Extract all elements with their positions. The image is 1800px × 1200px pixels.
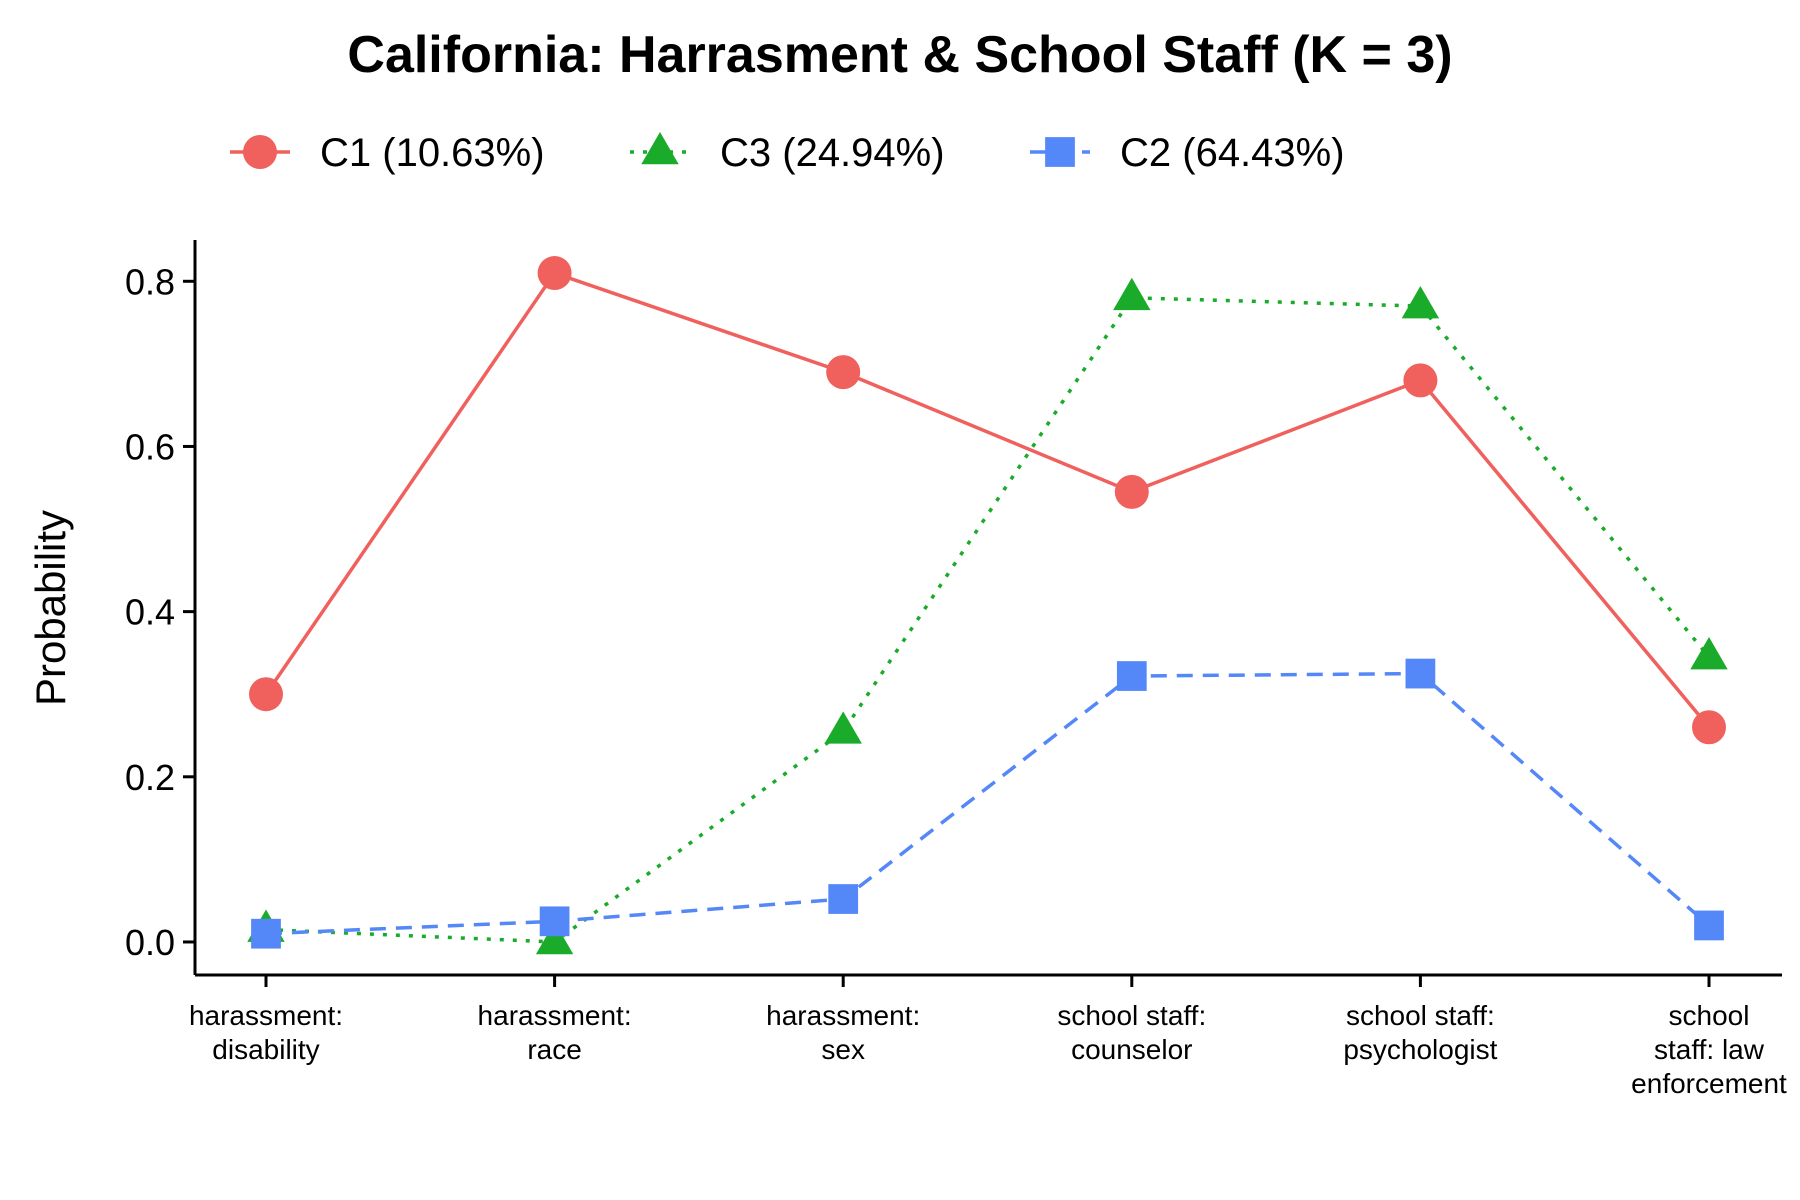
x-tick-label: school staff: law enforcement: [1631, 1000, 1787, 1099]
x-tick-label: harassment: sex: [766, 1000, 920, 1065]
y-tick-label: 0.8: [125, 261, 175, 302]
data-point: [1694, 910, 1724, 941]
data-point: [828, 884, 859, 914]
data-point: [537, 256, 572, 291]
y-tick-label: 0.0: [125, 922, 175, 963]
data-point: [249, 677, 283, 712]
axes: 0.0 0.2 0.4 0.6 0.8 harassment: disability hara…: [125, 240, 1787, 1099]
x-tick-label: harassment: race: [478, 1000, 632, 1065]
legend-marker: [1045, 137, 1075, 167]
y-tick-label: 0.2: [125, 757, 175, 798]
legend-label: C1 (10.63%): [320, 131, 545, 175]
x-tick-label: harassment: disability: [189, 1000, 343, 1065]
data-point: [1405, 658, 1436, 689]
series-line: [264, 270, 1711, 729]
y-tick-label: 0.4: [125, 592, 175, 633]
data-point: [824, 711, 862, 744]
data-point: [251, 918, 281, 949]
data-point: [1690, 637, 1728, 670]
data-point: [826, 355, 861, 390]
y-tick-label: 0.6: [125, 426, 175, 467]
series-1: [249, 256, 1726, 745]
series-line: [265, 671, 1711, 936]
legend-label: C2 (64.43%): [1120, 131, 1345, 175]
chart-title: California: Harrasment & School Staff (K…: [347, 26, 1452, 84]
series-layer: [247, 256, 1728, 955]
x-tick-label: school staff: psychologist: [1343, 1000, 1497, 1065]
legend-item: C3 (24.94%): [630, 131, 945, 175]
legend-marker: [243, 135, 277, 169]
series-line: [265, 296, 1711, 944]
data-point: [1401, 286, 1440, 319]
x-tick-label: school staff: counselor: [1057, 1000, 1206, 1065]
data-point: [1692, 710, 1726, 745]
series-2: [247, 277, 1728, 955]
legend-item: C2 (64.43%): [1030, 131, 1345, 175]
legend-marker: [641, 131, 679, 165]
data-point: [1114, 474, 1149, 509]
legend: C1 (10.63%) C3 (24.94%) C2 (64.43%): [230, 131, 1345, 175]
data-point: [539, 906, 570, 937]
series-3: [251, 658, 1724, 949]
data-point: [1116, 661, 1147, 691]
data-point: [535, 921, 574, 955]
legend-item: C1 (10.63%): [230, 131, 545, 175]
legend-label: C3 (24.94%): [720, 131, 945, 175]
y-axis-label: Probability: [27, 510, 74, 706]
data-point: [1113, 277, 1151, 311]
data-point: [1403, 363, 1438, 398]
